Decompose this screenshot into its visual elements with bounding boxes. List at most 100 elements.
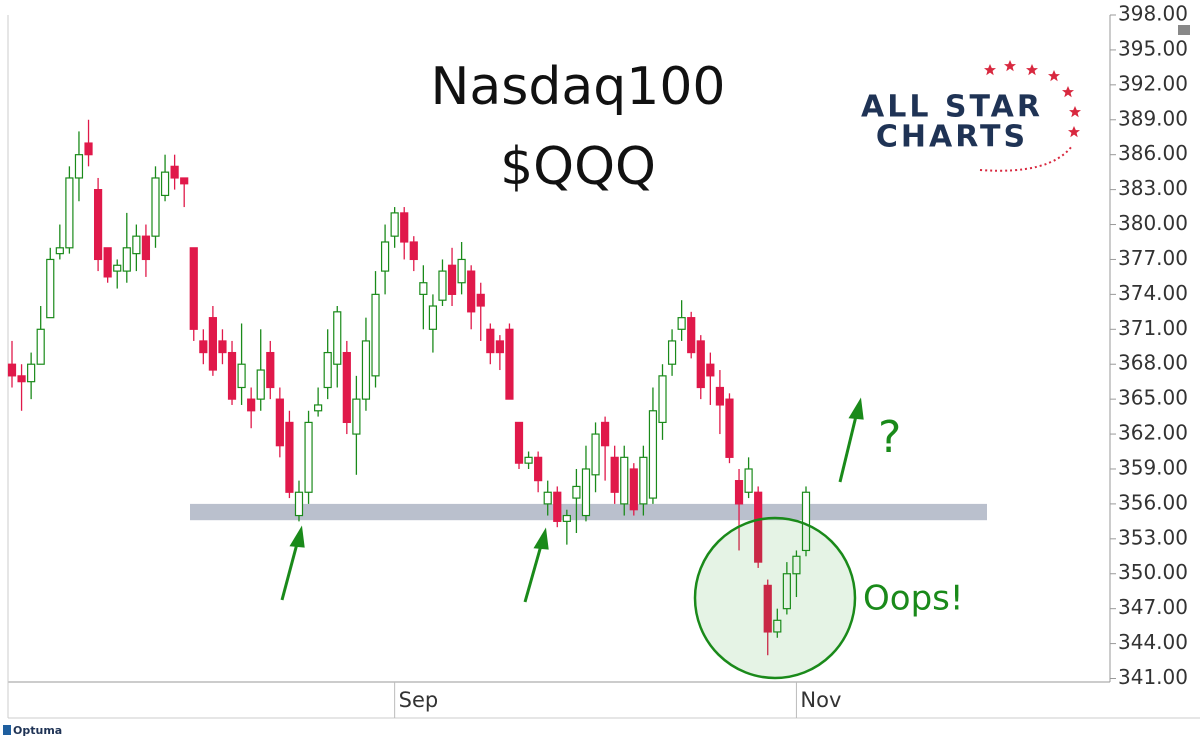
candle-body: [17, 375, 26, 383]
candle-body: [725, 398, 734, 458]
candle-body: [572, 485, 581, 499]
candle-body: [534, 456, 543, 482]
y-tick-label: 347.00: [1118, 595, 1188, 619]
y-tick-label: 389.00: [1118, 106, 1188, 130]
candle-body: [371, 293, 380, 377]
candle-body: [620, 456, 629, 505]
candle-body: [122, 247, 131, 272]
lock-icon: [1178, 25, 1190, 35]
candle-body: [237, 363, 246, 389]
candle-body: [648, 410, 658, 499]
footer-icon: [3, 725, 11, 735]
candle-body: [199, 340, 208, 354]
y-tick-label: 344.00: [1118, 630, 1188, 654]
logo-line2: CHARTS: [876, 120, 1028, 155]
candle-body: [74, 154, 84, 179]
candle-body: [581, 468, 591, 517]
candle-body: [323, 351, 332, 389]
candle-body: [352, 398, 361, 435]
candle-body: [160, 171, 170, 197]
candle-body: [514, 421, 524, 464]
annotation-oops: Oops!: [863, 579, 964, 619]
y-tick-label: 380.00: [1118, 211, 1188, 235]
candle-body: [208, 317, 217, 371]
candle-body: [734, 480, 744, 505]
candle-body: [610, 456, 619, 493]
candle-body: [227, 351, 237, 400]
candle-body: [84, 142, 93, 156]
candle-body: [591, 433, 600, 476]
candle-body: [132, 235, 141, 255]
y-tick-label: 368.00: [1118, 351, 1188, 375]
candle-body: [103, 247, 112, 278]
candle-body: [696, 340, 705, 389]
candle-body: [687, 317, 696, 354]
candle-body: [27, 363, 36, 383]
candle-body: [266, 351, 275, 389]
x-tick-label: Sep: [399, 688, 439, 712]
chart-subtitle: $QQQ: [500, 137, 656, 197]
annotation-question: ?: [878, 412, 901, 463]
y-tick-label: 377.00: [1118, 246, 1188, 270]
y-tick-label: 341.00: [1118, 665, 1188, 689]
highlight-circle: [693, 516, 857, 680]
candle-body: [801, 491, 811, 552]
candle-body: [438, 270, 447, 301]
candle-body: [706, 363, 715, 377]
candle-body: [55, 247, 64, 255]
candle-body: [189, 247, 198, 330]
chart-title: Nasdaq100: [431, 57, 726, 117]
candle-body: [380, 241, 390, 272]
candle-body: [754, 491, 763, 563]
y-tick-label: 371.00: [1118, 316, 1188, 340]
y-tick-label: 350.00: [1118, 560, 1188, 584]
candle-body: [141, 235, 151, 261]
candle-body: [93, 189, 103, 261]
candle-body: [428, 305, 438, 330]
candle-body: [553, 491, 562, 522]
plot-area: [7, 119, 987, 656]
candle-body: [342, 351, 351, 424]
candle-body: [256, 369, 265, 400]
candle-body: [773, 619, 782, 633]
logo: ALL STAR CHARTS: [861, 60, 1081, 172]
candle-body: [677, 317, 686, 330]
candle-body: [601, 421, 610, 447]
candle-body: [543, 491, 552, 505]
candle-body: [658, 375, 667, 424]
candle-body: [457, 258, 466, 284]
y-tick-label: 395.00: [1118, 36, 1188, 60]
candle-body: [792, 555, 801, 575]
candle-body: [285, 421, 294, 493]
candle-body: [46, 258, 55, 319]
candle-body: [65, 177, 74, 249]
candle-body: [562, 514, 571, 522]
candle-body: [629, 468, 638, 511]
y-tick-label: 356.00: [1118, 490, 1188, 514]
y-tick-label: 353.00: [1118, 525, 1188, 549]
candle-body: [744, 468, 753, 493]
y-tick-label: 383.00: [1118, 176, 1188, 200]
candle-body: [782, 573, 791, 610]
candle-body: [524, 456, 533, 464]
candle-body: [333, 311, 342, 365]
candle-body: [667, 340, 677, 365]
candle-body: [247, 398, 256, 412]
candle-body: [409, 241, 418, 261]
footer-brand: Optuma: [13, 724, 62, 737]
candle-body: [400, 212, 409, 243]
candle-body: [180, 177, 189, 185]
candle-body: [447, 264, 457, 295]
y-tick-label: 398.00: [1118, 2, 1188, 26]
candle-body: [495, 340, 504, 354]
y-tick-label: 362.00: [1118, 421, 1188, 445]
candle-body: [467, 270, 476, 313]
candle-body: [715, 386, 725, 406]
y-tick-label: 374.00: [1118, 281, 1188, 305]
candle-body: [36, 328, 45, 365]
candle-body: [113, 264, 122, 272]
candle-body: [476, 293, 485, 307]
x-tick-label: Nov: [800, 688, 841, 712]
